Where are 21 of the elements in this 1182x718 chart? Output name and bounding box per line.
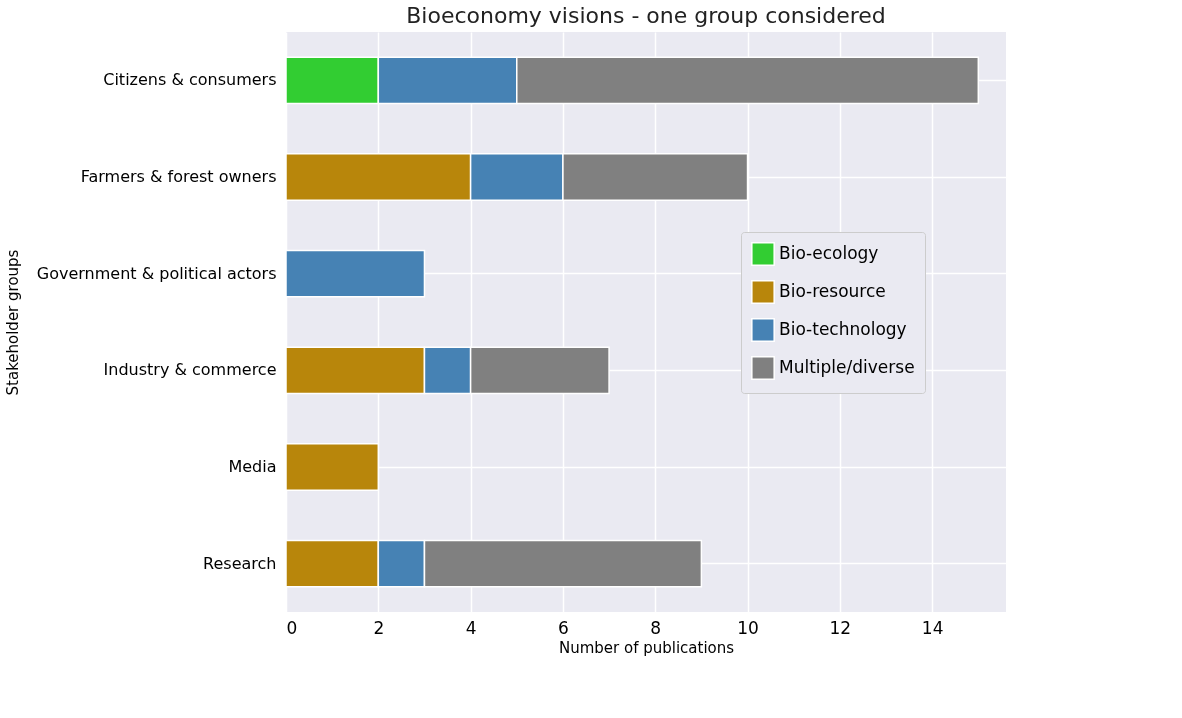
x-tick-label: 14 [921, 617, 944, 638]
chart-title: Bioeconomy visions - one group considered [406, 3, 886, 28]
legend-label: Bio-ecology [779, 243, 879, 263]
x-tick-label: 12 [829, 617, 852, 638]
y-tick-label: Research [203, 553, 277, 573]
y-tick-label: Media [228, 457, 277, 476]
y-axis-title: Stakeholder groups [4, 249, 23, 396]
x-tick-label: 2 [373, 617, 385, 638]
x-tick-label: 8 [650, 617, 662, 638]
y-tick-label: Industry & commerce [103, 360, 277, 380]
x-tick-label: 6 [558, 617, 569, 638]
x-axis-title: Number of publications [558, 638, 735, 657]
legend-label: Multiple/diverse [779, 357, 915, 377]
legend-label: Bio-technology [779, 319, 907, 339]
x-tick-label: 0 [286, 617, 298, 638]
legend-label: Bio-resource [779, 281, 886, 301]
y-tick-label: Farmers & forest owners [80, 167, 277, 186]
y-tick-label: Citizens & consumers [103, 70, 277, 90]
x-tick-label: 10 [737, 617, 759, 638]
x-tick-label: 4 [465, 617, 477, 638]
y-tick-label: Government & political actors [36, 263, 277, 283]
